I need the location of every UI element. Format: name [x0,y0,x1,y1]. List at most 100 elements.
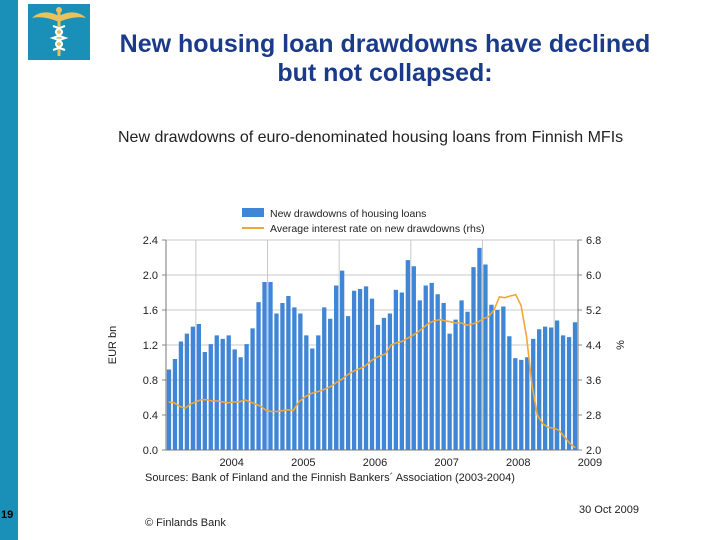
slide-title-line-2: but not collapsed: [277,59,493,87]
bar [387,313,393,450]
bar [399,292,405,450]
bar [298,313,303,450]
bar [554,320,560,450]
bar [322,307,327,450]
bar [525,357,530,450]
bar [220,338,225,450]
y2-tick-label: 2.8 [586,410,601,422]
bar [304,335,309,450]
x-tick-label: 2009 [578,457,602,469]
bar [453,319,458,450]
y2-tick-label: 2.0 [586,445,601,457]
bar [471,267,476,450]
bar [363,286,369,450]
y2-axis-title: % [615,340,627,350]
bar [477,247,482,450]
bar [280,303,285,450]
bar [375,324,381,450]
legend-label-line: Average interest rate on new drawdowns (… [270,223,485,235]
bar [507,336,512,450]
bar [250,328,255,450]
bar [310,348,315,450]
bar [560,335,566,450]
bar [369,298,375,450]
legend-swatch-bars [242,208,264,217]
bar [232,349,237,450]
bar [513,358,518,450]
bar [548,327,554,450]
bar [202,352,207,450]
x-tick-label: 2007 [434,457,458,469]
bar [429,282,434,450]
bar [244,344,249,450]
y2-tick-label: 6.8 [586,235,601,247]
bar [172,359,178,450]
bar [286,296,291,450]
bar [208,344,213,450]
x-tick-label: 2008 [506,457,530,469]
bar [519,359,524,450]
interest-rate-line [168,293,576,449]
y2-tick-label: 6.0 [586,270,601,282]
y-tick-label: 0.0 [143,445,158,457]
side-accent-bar [0,0,18,540]
y2-tick-label: 5.2 [586,305,601,317]
bar [178,341,184,450]
slide-number: 19 [1,509,14,521]
bar [447,333,452,450]
y-tick-label: 0.8 [143,375,158,387]
slide-title: New housing loan drawdowns have declined… [100,30,670,88]
bar [495,310,500,450]
bar [339,270,345,450]
bar [214,335,219,450]
bar [411,266,416,450]
bar [537,329,542,450]
caduceus-logo-icon [28,4,90,60]
bar [345,316,351,450]
bar [166,369,172,450]
bar [196,324,201,450]
bar [334,285,339,450]
y-tick-label: 2.0 [143,270,158,282]
bar [238,357,243,450]
y2-tick-label: 3.6 [586,375,601,387]
y-tick-label: 0.4 [143,410,158,422]
bar [405,260,410,450]
chart-source: Sources: Bank of Finland and the Finnish… [145,472,515,484]
bar [316,335,321,450]
copyright-notice: © Finlands Bank [145,517,226,529]
bar [489,304,494,450]
bar [256,302,261,450]
x-tick-label: 2005 [291,457,315,469]
bar [417,300,422,450]
y-tick-label: 1.2 [143,340,158,352]
bar [459,300,464,450]
bar [441,303,446,450]
x-tick-label: 2006 [363,457,387,469]
bar [501,306,506,450]
y2-tick-label: 4.4 [586,340,601,352]
y-tick-label: 2.4 [143,235,158,247]
y-tick-label: 1.6 [143,305,158,317]
bar [566,337,572,450]
bar [292,307,297,450]
bar [572,322,578,450]
bar [423,285,428,450]
bar [543,326,548,450]
y-axis-title: EUR bn [107,326,119,365]
bar [274,313,279,450]
x-tick-label: 2004 [219,457,243,469]
bar [465,311,470,450]
slide-title-line-1: New housing loan drawdowns have declined [119,30,651,58]
chart-title: New drawdowns of euro-denominated housin… [118,129,624,146]
bar [226,335,231,450]
bar [357,289,363,450]
bar [381,317,387,450]
bar [268,282,273,450]
bar [190,326,196,450]
bar [483,264,488,450]
bar [328,318,333,450]
chart: New drawdowns of housing loans Average in… [107,208,627,469]
bar [435,294,440,450]
bar [262,282,267,450]
